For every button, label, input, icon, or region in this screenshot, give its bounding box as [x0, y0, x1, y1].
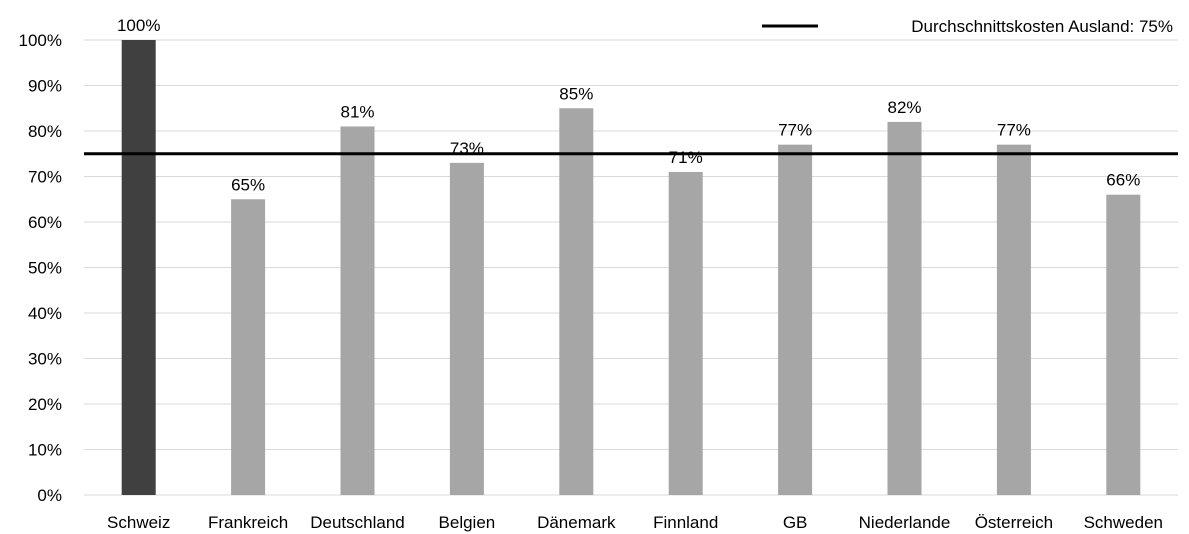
- bar: [778, 144, 813, 495]
- data-label: 65%: [231, 175, 265, 194]
- bars: [121, 40, 1141, 496]
- bar: [449, 162, 484, 495]
- bar: [887, 121, 922, 496]
- y-tick-label: 10%: [28, 441, 62, 460]
- y-tick-label: 100%: [19, 31, 62, 50]
- data-label: 100%: [117, 16, 160, 35]
- data-label: 71%: [669, 148, 703, 167]
- bar: [559, 108, 594, 495]
- bar: [121, 40, 156, 495]
- x-tick-label: Deutschland: [310, 513, 405, 532]
- data-label: 66%: [1106, 171, 1140, 190]
- gridlines: [84, 39, 1178, 496]
- y-tick-label: 50%: [28, 259, 62, 278]
- x-tick-label: Belgien: [439, 513, 496, 532]
- data-label: 81%: [340, 102, 374, 121]
- y-tick-label: 20%: [28, 395, 62, 414]
- legend-label: Durchschnittskosten Ausland: 75%: [911, 17, 1173, 36]
- data-label: 77%: [778, 121, 812, 140]
- bar: [1106, 194, 1141, 495]
- y-tick-label: 70%: [28, 168, 62, 187]
- x-tick-label: Österreich: [975, 513, 1053, 532]
- y-tick-label: 60%: [28, 213, 62, 232]
- legend: Durchschnittskosten Ausland: 75%: [762, 17, 1173, 36]
- y-tick-label: 80%: [28, 122, 62, 141]
- x-tick-label: GB: [783, 513, 808, 532]
- x-tick-label: Frankreich: [208, 513, 288, 532]
- data-label: 85%: [559, 84, 593, 103]
- y-tick-label: 40%: [28, 304, 62, 323]
- bar: [996, 144, 1031, 495]
- x-tick-label: Dänemark: [537, 513, 616, 532]
- data-label: 77%: [997, 121, 1031, 140]
- bar: [231, 199, 266, 495]
- x-tick-label: Schweden: [1084, 513, 1163, 532]
- x-tick-label: Schweiz: [107, 513, 170, 532]
- y-axis-tick-labels: 0% 10% 20% 30% 40% 50% 60% 70% 80% 90% 100%: [19, 31, 62, 505]
- x-axis-tick-labels: Schweiz Frankreich Deutschland Belgien Dänem…: [107, 513, 1163, 532]
- bar: [340, 126, 375, 495]
- x-tick-label: Finnland: [653, 513, 718, 532]
- data-label: 82%: [887, 98, 921, 117]
- y-tick-label: 0%: [37, 486, 62, 505]
- x-tick-label: Niederlande: [859, 513, 951, 532]
- bar: [668, 171, 703, 495]
- y-tick-label: 90%: [28, 77, 62, 96]
- y-tick-label: 30%: [28, 350, 62, 369]
- data-labels: 100%65%81%73%85%71%77%82%77%66%: [117, 16, 1140, 194]
